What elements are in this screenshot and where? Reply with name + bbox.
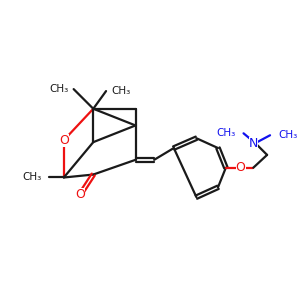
Text: CH₃: CH₃ bbox=[111, 86, 130, 96]
Text: O: O bbox=[76, 188, 85, 201]
Text: CH₃: CH₃ bbox=[22, 172, 41, 182]
Text: CH₃: CH₃ bbox=[50, 84, 69, 94]
Text: CH₃: CH₃ bbox=[278, 130, 297, 140]
Text: O: O bbox=[236, 161, 245, 174]
Text: O: O bbox=[59, 134, 69, 147]
Text: N: N bbox=[249, 136, 258, 150]
Text: CH₃: CH₃ bbox=[216, 128, 236, 138]
